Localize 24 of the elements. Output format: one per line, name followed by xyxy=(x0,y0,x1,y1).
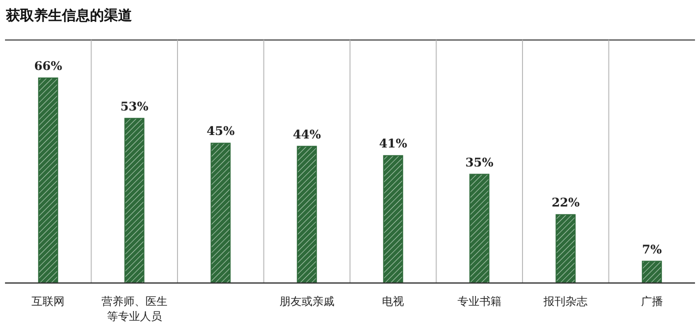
data-label: 41% xyxy=(379,136,408,151)
chart-title: 获取养生信息的渠道 xyxy=(5,7,133,24)
bar xyxy=(296,146,317,284)
x-tick-label: 朋友或亲戚 xyxy=(279,295,334,308)
bar xyxy=(124,118,144,284)
x-tick-label: 电视 xyxy=(382,295,404,308)
bar xyxy=(383,155,404,284)
data-label: 45% xyxy=(206,124,236,138)
bar xyxy=(642,260,662,284)
x-tick-label: 营养师、医生等专业人员 xyxy=(101,295,168,323)
data-label: 7% xyxy=(642,242,662,256)
data-label: 66% xyxy=(34,59,63,73)
x-tick-label: 广播 xyxy=(640,295,663,308)
data-label: 35% xyxy=(465,155,494,170)
x-tick-label: 互联网 xyxy=(32,295,65,308)
data-label: 22% xyxy=(552,196,580,210)
bar xyxy=(38,78,58,284)
bar xyxy=(556,214,576,284)
x-tick-label: 报刊杂志 xyxy=(542,295,588,308)
bar xyxy=(469,174,490,284)
data-label: 44% xyxy=(292,127,322,142)
bar xyxy=(210,142,231,284)
data-label: 53% xyxy=(120,99,150,114)
x-tick-label: 专业书籍 xyxy=(457,295,502,308)
